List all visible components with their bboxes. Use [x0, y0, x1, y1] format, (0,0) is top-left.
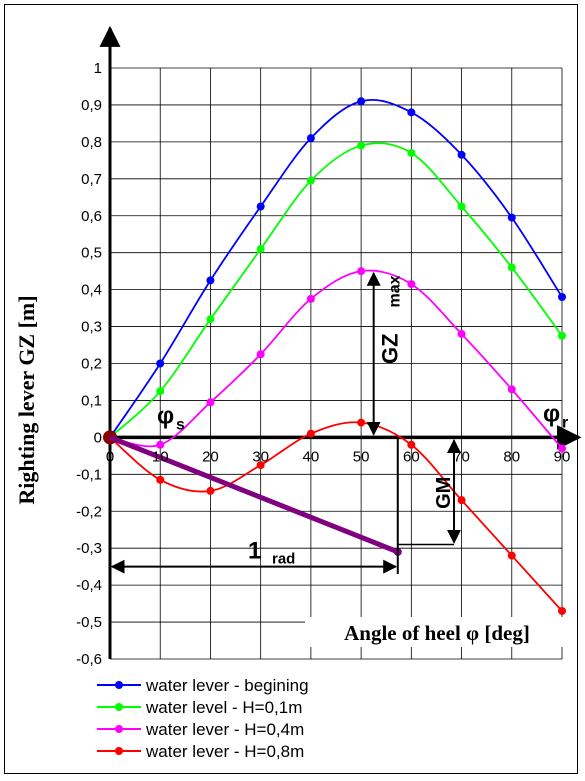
- x-tick-label: 20: [202, 448, 219, 465]
- series-point-3: [558, 444, 566, 453]
- series-point-1: [407, 108, 416, 117]
- grid-lines: [110, 67, 563, 660]
- y-tick-label: 0,4: [81, 282, 102, 299]
- series-point-1: [256, 202, 265, 211]
- series-point-4: [457, 496, 466, 505]
- series-point-4: [306, 429, 315, 438]
- series-point-3: [256, 350, 265, 359]
- series-point-2: [457, 202, 466, 211]
- series-point-1: [156, 359, 165, 368]
- y-tick-label: 0,3: [81, 319, 102, 336]
- y-tick-label: 0,8: [81, 134, 102, 151]
- y-tick-label: 0,2: [81, 356, 102, 373]
- tick-labels: -0,6-0,5-0,4-0,3-0,2-0,100,10,20,30,40,5…: [76, 60, 570, 668]
- legend-marker-2: [115, 703, 123, 711]
- series-point-4: [206, 486, 215, 495]
- series-point-3: [156, 440, 165, 449]
- series-point-4: [357, 418, 366, 427]
- x-tick-label: 90: [554, 448, 571, 465]
- series-point-4: [256, 461, 265, 470]
- y-tick-label: -0,2: [76, 503, 102, 520]
- series-line-2: [109, 142, 563, 439]
- series-point-2: [407, 148, 416, 157]
- series-point-2: [558, 331, 566, 340]
- y-tick-label: 0,6: [81, 208, 102, 225]
- phi-s-label: φ: [157, 402, 174, 429]
- series-point-4: [558, 606, 566, 615]
- legend-marker-4: [115, 747, 123, 755]
- x-tick-label: 50: [353, 448, 370, 465]
- series-point-3: [206, 398, 215, 407]
- y-tick-label: -0,5: [76, 614, 102, 631]
- legend-marker-3: [115, 725, 123, 733]
- legend: water lever - begining water level - H=0,…: [97, 676, 309, 761]
- legend-marker-1: [115, 681, 123, 689]
- series-point-2: [306, 176, 315, 185]
- gz-max-label: GZ: [378, 333, 403, 364]
- axes: [99, 25, 582, 659]
- gz-max-label-subscript: max: [387, 275, 404, 307]
- y-tick-label: 0,9: [81, 97, 102, 114]
- gm-label: GM: [433, 477, 455, 509]
- series-point-4: [507, 551, 516, 560]
- series-point-2: [507, 263, 516, 272]
- y-tick-label: -0,1: [76, 466, 102, 483]
- phi-s-label-subscript: s: [176, 416, 185, 433]
- y-tick-label: -0,6: [76, 651, 102, 668]
- series-point-1: [457, 150, 466, 159]
- y-axis-label: Righting lever GZ [m]: [14, 295, 39, 504]
- phi-r-label: φ: [543, 400, 560, 427]
- series-point-3: [306, 294, 315, 303]
- series-point-3: [407, 280, 416, 289]
- legend-label-1: water lever - begining: [145, 676, 309, 695]
- series-lines: [106, 97, 566, 615]
- series-point-4: [156, 475, 165, 484]
- series-point-1: [558, 293, 566, 302]
- series-point-1: [507, 213, 516, 222]
- series-line-4: [109, 421, 563, 612]
- y-tick-label: 0,5: [81, 245, 102, 262]
- y-tick-label: 0,7: [81, 171, 102, 188]
- x-tick-label: 0: [106, 448, 114, 465]
- series-point-1: [206, 276, 215, 285]
- series-line-3: [109, 269, 563, 450]
- one-rad-label: 1: [248, 538, 261, 565]
- series-point-3: [507, 385, 516, 394]
- chart-frame: [4, 4, 578, 774]
- legend-label-4: water lever - H=0,8m: [145, 742, 304, 761]
- series-line-1: [109, 99, 563, 438]
- x-tick-label: 70: [453, 448, 470, 465]
- x-tick-label: 30: [252, 448, 269, 465]
- series-point-2: [256, 244, 265, 253]
- series-point-1: [357, 97, 366, 106]
- y-tick-label: 0,1: [81, 392, 102, 409]
- series-point-1: [306, 134, 315, 143]
- phi-r-label-subscript: r: [562, 414, 568, 431]
- x-tick-label: 60: [403, 448, 420, 465]
- one-rad-label-subscript: rad: [272, 551, 295, 568]
- series-point-2: [357, 141, 366, 150]
- y-tick-label: -0,3: [76, 540, 102, 557]
- x-tick-label: 40: [303, 448, 320, 465]
- gm-slope-line: [109, 435, 399, 555]
- y-tick-label: -0,4: [76, 577, 102, 594]
- legend-label-3: water lever - H=0,4m: [145, 720, 304, 739]
- series-point-3: [357, 267, 366, 276]
- x-tick-label: 10: [152, 448, 169, 465]
- x-tick-label: 80: [503, 448, 520, 465]
- series-point-3: [457, 329, 466, 338]
- y-tick-label: 0: [94, 429, 102, 446]
- series-point-2: [156, 387, 165, 396]
- x-axis-label: Angle of heel φ [deg]: [344, 621, 530, 645]
- legend-label-2: water level - H=0,1m: [145, 698, 302, 717]
- x-axis-label-bg: [305, 617, 567, 647]
- series-point-2: [206, 315, 215, 324]
- y-tick-label: 1: [94, 60, 102, 77]
- series-point-4: [407, 440, 416, 449]
